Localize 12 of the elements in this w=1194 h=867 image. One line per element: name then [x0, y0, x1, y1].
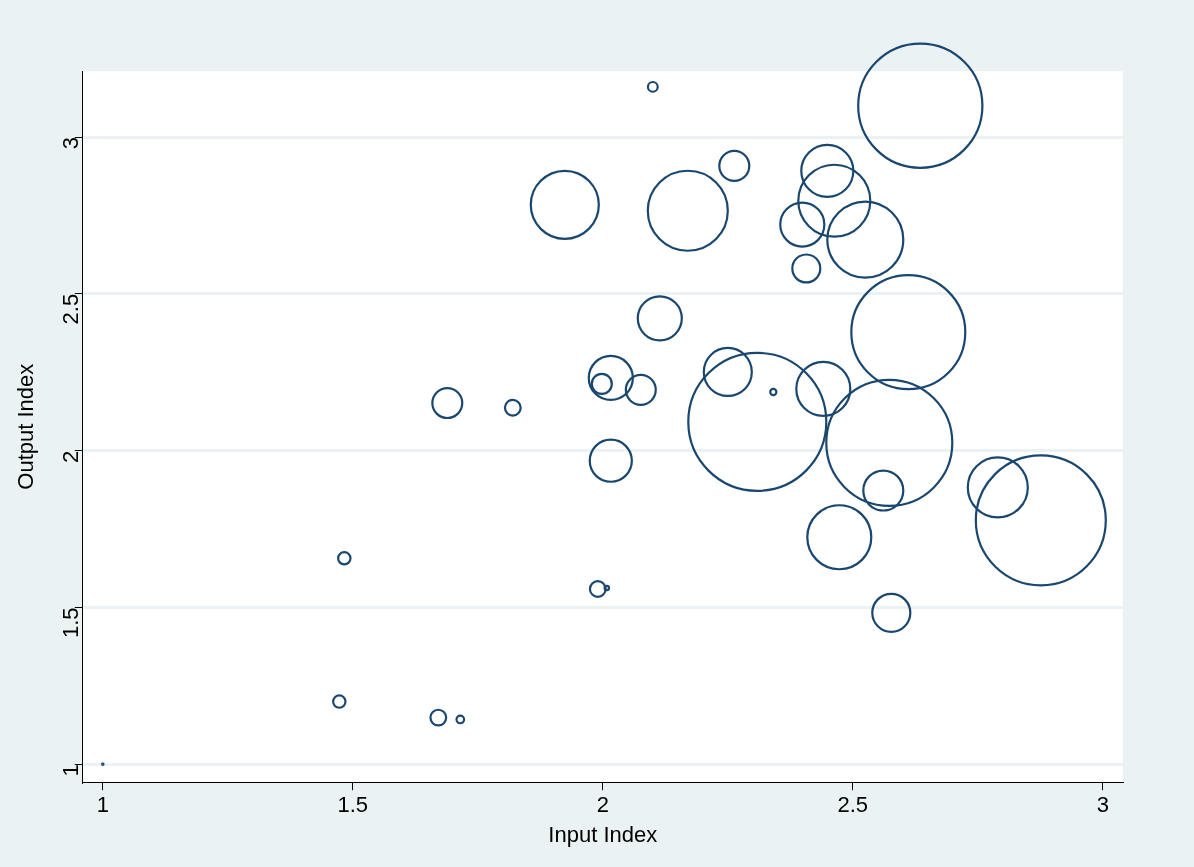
y-tick-label: 1.5 — [57, 607, 83, 639]
y-axis-title: Output Index — [13, 363, 39, 490]
x-tick-label: 1 — [96, 792, 109, 818]
y-tick-label: 1 — [57, 764, 83, 777]
x-tick-label: 3 — [1096, 792, 1109, 818]
x-tick-label: 2 — [596, 792, 609, 818]
x-tick-label: 2.5 — [837, 792, 869, 818]
y-tick-label: 3 — [57, 137, 83, 150]
x-axis-title: Input Index — [548, 821, 658, 847]
y-tick-label: 2 — [57, 450, 83, 463]
y-tick-label: 2.5 — [57, 293, 83, 325]
x-tick-label: 1.5 — [337, 792, 369, 818]
